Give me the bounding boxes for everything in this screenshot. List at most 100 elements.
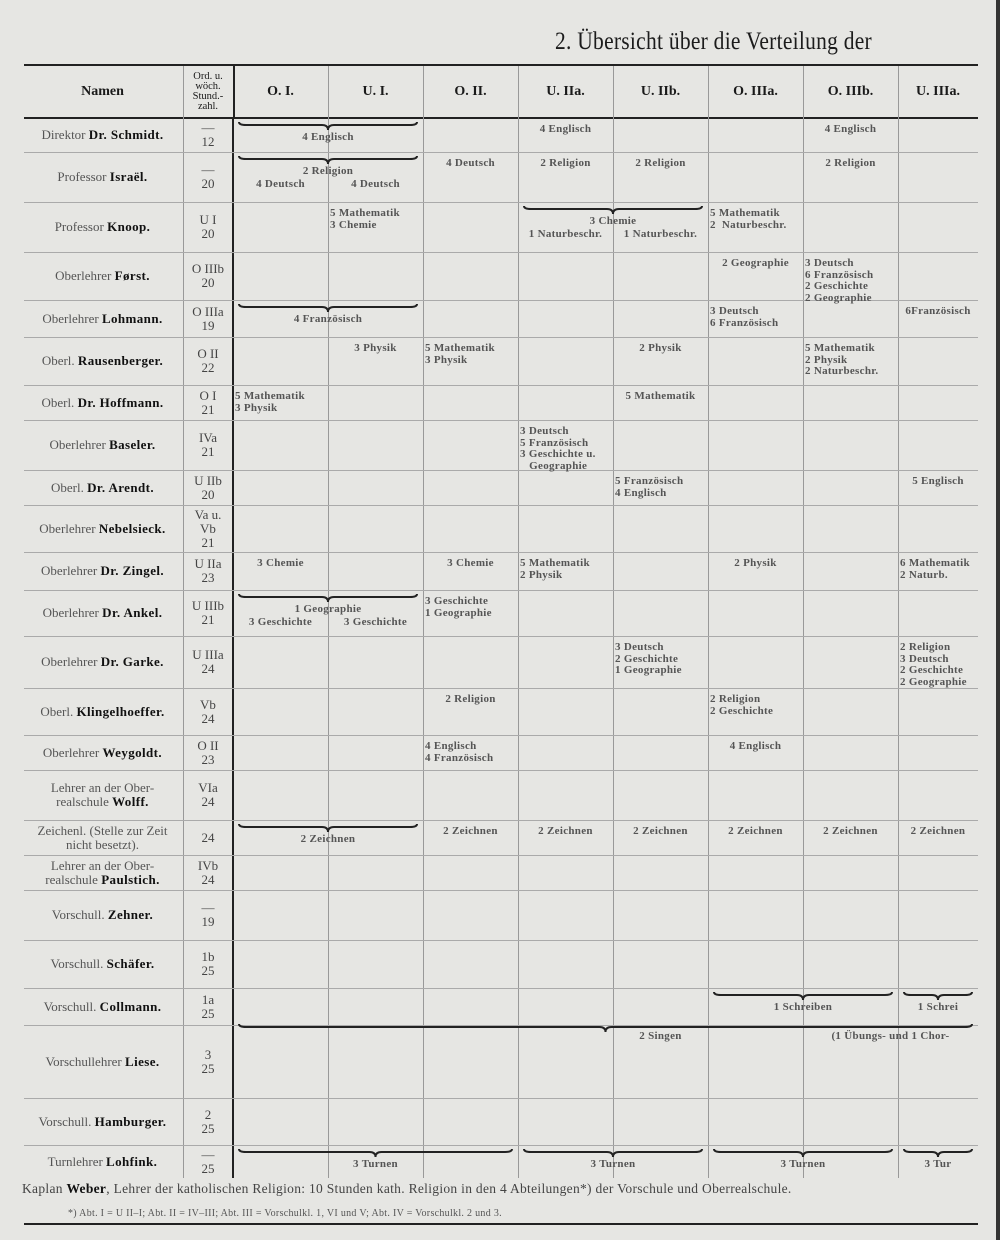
name-surname: Dr. Garke.: [100, 654, 164, 669]
ord-line: IVa: [198, 430, 218, 445]
brace-mark: [523, 1148, 703, 1158]
ord-line: 21: [201, 401, 215, 417]
subject-line: 1 Geographie: [615, 664, 682, 676]
subject-line: 2 Geographie: [805, 291, 872, 304]
subject-line: 1 Schreiben: [773, 1001, 833, 1013]
ord-line: IVb: [197, 857, 219, 873]
row-divider: [24, 552, 978, 553]
subject-cell: 3 Turnen: [708, 1158, 898, 1171]
subject-line: 6 Französisch: [710, 316, 779, 329]
ord-line: 19: [201, 317, 215, 333]
subject-cell: 1 Naturbeschr.: [623, 228, 698, 240]
subject-line: 2 Naturbeschr.: [710, 218, 787, 231]
ord-line: 1b: [201, 949, 215, 964]
subject-cell: 2 Singen: [613, 1030, 708, 1043]
ord-line: U IIb: [194, 472, 222, 488]
subject-line: 2 Geschichte: [900, 664, 964, 676]
name-line2: Oberlehrer Først.: [55, 269, 150, 283]
subject-cell: 4 Französisch: [233, 313, 423, 326]
subject-cell: 2 Religion: [613, 157, 708, 170]
name-surname: Hamburger.: [94, 1113, 167, 1129]
row-divider: [24, 820, 978, 821]
ord-line: 24: [201, 871, 215, 887]
ord-divider: [232, 118, 234, 1178]
ord-line: 23: [201, 570, 215, 585]
row-divider: [24, 855, 978, 856]
row-divider: [24, 152, 978, 153]
subject-line: 2 Geschichte: [805, 280, 869, 292]
brace-mark: [238, 823, 418, 833]
name-col-divider: [183, 66, 184, 1178]
name-surname: Wolff.: [112, 794, 149, 809]
ord-line: Vb: [200, 520, 216, 536]
name-line2: Oberlehrer Lohmann.: [42, 310, 163, 326]
ord-line: 24: [201, 829, 215, 845]
subject-line: 2 Zeichnen: [728, 825, 783, 837]
teacher-name: Professor Knoop.: [22, 202, 183, 252]
header-class: O. II.: [454, 84, 487, 99]
subject-cell: 3 Physik: [328, 342, 423, 355]
name-surname: Collmann.: [99, 998, 162, 1014]
subject-line: 5 Mathematik: [625, 390, 696, 402]
name-surname: Dr. Hoffmann.: [77, 394, 164, 410]
teacher-name: Oberlehrer Nebelsieck.: [22, 505, 183, 552]
subject-cell: 5 Französisch 4 Englisch: [615, 475, 708, 499]
ord-line: O I: [199, 387, 217, 403]
subject-line: 5 Mathematik: [710, 207, 780, 219]
subject-cell: 5 Mathematik 3 Physik: [425, 342, 518, 366]
name-line2: Oberl. Rausenberger.: [42, 354, 163, 368]
name-surname: Dr. Ankel.: [102, 605, 163, 620]
subject-line: 2 Religion: [710, 693, 761, 705]
brace-mark: [238, 155, 418, 165]
name-title: Oberl.: [51, 479, 84, 495]
subject-line: 4 Englisch: [824, 123, 877, 135]
subject-line: 2 Physik: [520, 568, 563, 581]
name-surname: Lohmann.: [101, 310, 163, 326]
name-surname: Zehner.: [107, 907, 154, 922]
subject-cell: 4 Englisch: [233, 131, 423, 144]
subject-cell: 2 Zeichnen: [233, 833, 423, 846]
subject-cell: 2 Religion: [423, 693, 518, 706]
row-divider: [24, 385, 978, 386]
subject-cell: 3 Turnen: [233, 1158, 518, 1171]
ord-line: 19: [201, 914, 215, 929]
name-title: Oberl.: [40, 703, 74, 719]
column-divider: [518, 66, 519, 1178]
ord-line: O IIIb: [191, 261, 225, 276]
brace-mark: [713, 991, 893, 1001]
row-divider: [24, 202, 978, 203]
header-ord: Ord. u. wöch. Stund.- zahl.: [183, 68, 233, 116]
teacher-name: Oberlehrer Dr. Garke.: [22, 636, 183, 688]
ord-line: —: [201, 162, 215, 177]
subject-line: 5 Englisch: [912, 475, 964, 487]
subject-line: 3 Physik: [425, 353, 468, 366]
row-divider: [24, 420, 978, 421]
ord-line: 1a: [201, 991, 215, 1007]
teacher-name: Vorschull. Hamburger.: [22, 1098, 183, 1145]
subject-line: 2 Religion: [302, 165, 354, 177]
subject-cell: (1 Übungs- und 1 Chor-: [803, 1030, 978, 1043]
name-surname: Weygoldt.: [102, 744, 163, 760]
brace-mark: [903, 1148, 973, 1158]
column-divider: [328, 66, 329, 1178]
subject-line: 3 Geschichte u.: [520, 448, 596, 460]
ord-line: Vb: [200, 696, 216, 712]
subject-line: 2 Physik: [639, 342, 682, 354]
name-line2: Direktor Dr. Schmidt.: [41, 128, 163, 142]
subject-cell: 3 Chemie: [518, 215, 708, 228]
subject-cell: 2 Religion 2 Geschichte: [710, 693, 803, 717]
name-title: Professor: [57, 169, 107, 184]
row-divider: [24, 300, 978, 301]
subject-line: 2 Physik: [805, 353, 848, 366]
ord-line: 24: [201, 710, 215, 726]
name-surname: Nebelsieck.: [98, 520, 166, 536]
subject-line: 5 Mathematik: [425, 342, 495, 354]
subject-cell: 3 Deutsch 6 Französisch 2 Geschichte 2 Geog…: [805, 257, 898, 304]
ord-line: VIa: [198, 780, 218, 795]
ord-line: 20: [201, 226, 215, 241]
row-divider: [24, 337, 978, 338]
subject-cell: 2 Zeichnen: [803, 825, 898, 838]
ord-line: 21: [201, 612, 215, 627]
subject-cell: 5 Mathematik 2 Naturbeschr.: [710, 207, 803, 231]
subject-line: 4 Französisch: [293, 313, 363, 325]
